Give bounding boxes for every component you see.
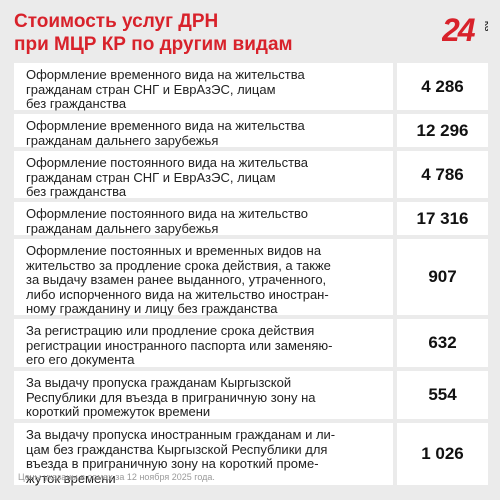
service-description: За выдачу пропуска иностранным гражданам…: [14, 423, 393, 485]
service-description: За выдачу пропуска гражданам Кыргызской …: [14, 371, 393, 419]
table-row: Оформление временного вида на жительства…: [14, 63, 488, 111]
logo-24kg-icon: 24 KG: [442, 12, 488, 48]
page-title: Стоимость услуг ДРН при МЦР КР по другим…: [14, 10, 414, 56]
table-row: Оформление постоянного вида на жительств…: [14, 151, 488, 199]
service-price: 12 296: [397, 114, 488, 147]
service-price: 1 026: [397, 423, 488, 485]
service-price: 907: [397, 239, 488, 315]
table-row: Оформление постоянного вида на жительств…: [14, 202, 488, 235]
service-price: 554: [397, 371, 488, 419]
service-description: Оформление постоянного вида на жительств…: [14, 151, 393, 199]
footnote: Цены указаны в сомах за 12 ноября 2025 г…: [18, 472, 215, 482]
service-price: 4 286: [397, 63, 488, 110]
table-row: Оформление постоянных и временных видов …: [14, 239, 488, 316]
table-row: За регистрацию или продление срока дейст…: [14, 319, 488, 367]
title-line-1: Стоимость услуг ДРН: [14, 11, 219, 32]
service-description: Оформление временного вида на жительства…: [14, 63, 393, 111]
service-price: 4 786: [397, 151, 488, 198]
service-description: Оформление постоянных и временных видов …: [14, 239, 393, 316]
service-description: Оформление временного вида на жительства…: [14, 114, 393, 147]
table-row: За выдачу пропуска иностранным гражданам…: [14, 423, 488, 485]
service-description: За регистрацию или продление срока дейст…: [14, 319, 393, 367]
logo-number: 24: [442, 12, 476, 48]
service-price: 17 316: [397, 202, 488, 235]
service-price: 632: [397, 319, 488, 367]
logo-suffix: KG: [483, 21, 488, 32]
title-line-2: при МЦР КР по другим видам: [14, 34, 293, 55]
table-row: За выдачу пропуска гражданам Кыргызской …: [14, 371, 488, 419]
service-description: Оформление постоянного вида на жительств…: [14, 202, 393, 235]
table-row: Оформление временного вида на жительства…: [14, 114, 488, 147]
